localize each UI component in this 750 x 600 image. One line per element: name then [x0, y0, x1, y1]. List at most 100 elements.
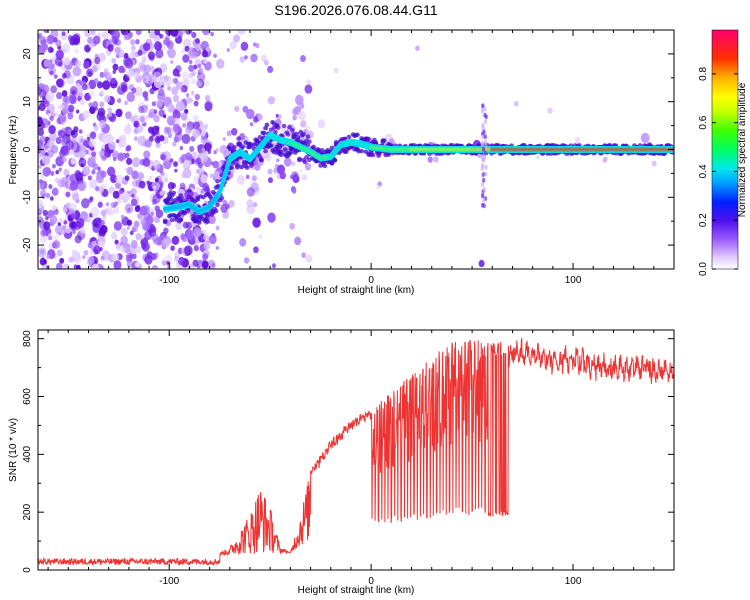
spectrogram-noise-blob	[140, 218, 147, 226]
spectrogram-noise-blob	[114, 201, 119, 207]
spectrogram-noise-blob	[243, 257, 250, 264]
spectrogram-noise-blob	[81, 158, 87, 165]
spectrogram-band-blob	[295, 135, 301, 140]
spectrogram-noise-blob	[52, 240, 61, 249]
spectrogram-noise-blob	[38, 44, 47, 55]
spectrogram-noise-blob	[144, 139, 152, 148]
spectrogram-noise-blob	[91, 219, 99, 228]
spectrogram-noise-blob	[57, 222, 62, 227]
spectrogram-y-ticks: -20 -10 0 10 20	[22, 29, 674, 270]
spectrogram-noise-blob	[94, 56, 101, 65]
snr-plot-area	[38, 337, 674, 566]
spectrogram-noise-blob	[172, 141, 177, 147]
spectrogram-noise-blob	[126, 91, 135, 103]
spectrogram-noise-blob	[83, 249, 89, 256]
spectrogram-noise-blob	[239, 56, 245, 63]
spectrogram-band-blob	[196, 220, 202, 225]
spectrogram-noise-blob	[115, 243, 121, 249]
spectrogram-noise-blob	[201, 147, 206, 153]
spectrogram-noise-blob	[257, 113, 264, 121]
spectrogram-noise-blob	[211, 262, 215, 268]
spectrogram-noise-blob	[161, 30, 166, 33]
spectrogram-band-blob	[381, 138, 387, 143]
spectrogram-noise-blob	[376, 184, 381, 190]
spectrogram-band-blob	[179, 196, 185, 201]
spectrogram-noise-blob	[61, 263, 70, 269]
spectrogram-band-blob	[185, 208, 191, 214]
spectrogram-noise-blob	[183, 38, 192, 49]
spectrogram-noise-blob	[201, 30, 211, 36]
spectrogram-noise-blob	[84, 30, 92, 38]
spectrogram-band-blob	[332, 158, 338, 163]
spectrogram-noise-blob	[71, 192, 80, 202]
spectrogram-noise-blob	[651, 160, 657, 167]
spectrogram-noise-blob	[123, 52, 129, 59]
spectrogram-band-blob	[244, 165, 250, 170]
spectrogram-noise-blob	[42, 166, 52, 177]
spectrogram-noise-blob	[59, 257, 65, 264]
spectrogram-band-blob	[213, 208, 219, 214]
snr-y-tick-label: 600	[22, 388, 33, 405]
spectrogram-band-blob	[302, 159, 308, 165]
spectrogram-noise-blob	[433, 156, 439, 163]
spectrogram-noise-blob	[62, 207, 68, 213]
spectrogram-noise-blob	[137, 49, 143, 56]
spectrogram-noise-blob	[38, 33, 42, 40]
spectrogram-noise-blob	[130, 45, 136, 52]
spectrogram-noise-blob	[267, 168, 273, 175]
spectrogram-noise-blob	[317, 119, 326, 129]
spectrogram-noise-blob	[88, 138, 96, 148]
spectrogram-band-blob	[219, 195, 225, 201]
spectrogram-band-blob	[311, 144, 316, 150]
spectrogram-band-blob	[169, 217, 175, 223]
spectrogram-noise-blob	[87, 36, 93, 44]
spectrogram-noise-blob	[58, 167, 62, 172]
spectrogram-noise-blob	[306, 162, 312, 170]
spectrogram-noise-blob	[134, 261, 140, 268]
spectrogram-streak-blob	[483, 150, 487, 156]
spectrogram-noise-blob	[143, 64, 152, 74]
spectrogram-noise-blob	[83, 61, 90, 69]
spectrogram-noise-blob	[149, 175, 153, 180]
spectrogram-noise-blob	[39, 257, 47, 266]
spectrogram-noise-blob	[110, 231, 118, 240]
spectrogram-noise-blob	[180, 112, 188, 121]
spectrogram-noise-blob	[253, 202, 258, 208]
spectrogram-noise-blob	[153, 109, 158, 114]
spectrogram-noise-blob	[91, 169, 96, 175]
spectrogram-noise-blob	[75, 82, 81, 89]
spectrogram-noise-blob	[190, 92, 195, 97]
spectrogram-noise-blob	[108, 141, 116, 150]
spectrogram-noise-blob	[79, 99, 85, 106]
spectrogram-y-tick-label: 20	[22, 48, 33, 60]
spectrogram-band-blob	[263, 125, 268, 131]
spectrogram-noise-blob	[50, 85, 58, 94]
spectrogram-noise-blob	[131, 87, 137, 94]
spectrogram-streak-blob	[481, 134, 485, 140]
spectrogram-noise-blob	[67, 112, 74, 120]
spectrogram-noise-blob	[111, 30, 121, 41]
spectrogram-noise-blob	[112, 190, 120, 199]
spectrogram-noise-blob	[89, 196, 94, 201]
spectrogram-noise-blob	[88, 102, 93, 108]
colorbar: 0.0 0.2 0.4 0.6 0.8 Normalized spectral ampl…	[698, 29, 748, 276]
spectrogram-noise-blob	[148, 164, 152, 170]
spectrogram-streak-blob	[481, 141, 485, 146]
spectrogram-noise-blob	[159, 33, 164, 39]
spectrogram-noise-blob	[120, 214, 125, 220]
spectrogram-noise-blob	[81, 83, 88, 91]
spectrogram-noise-blob	[56, 262, 63, 269]
spectrogram-noise-blob	[38, 128, 45, 137]
spectrogram-noise-blob	[427, 156, 433, 163]
spectrogram-noise-blob	[277, 114, 282, 120]
spectrogram-noise-blob	[104, 71, 112, 81]
spectrogram-band-blob	[195, 197, 201, 202]
spectrogram-noise-blob	[77, 180, 87, 192]
spectrogram-band-blob	[162, 219, 168, 225]
spectrogram-noise-blob	[175, 100, 185, 112]
spectrogram-noise-blob	[142, 42, 151, 52]
snr-y-tick-label: 800	[22, 330, 33, 347]
spectrogram-noise-blob	[38, 179, 45, 190]
snr-frame	[37, 329, 675, 571]
